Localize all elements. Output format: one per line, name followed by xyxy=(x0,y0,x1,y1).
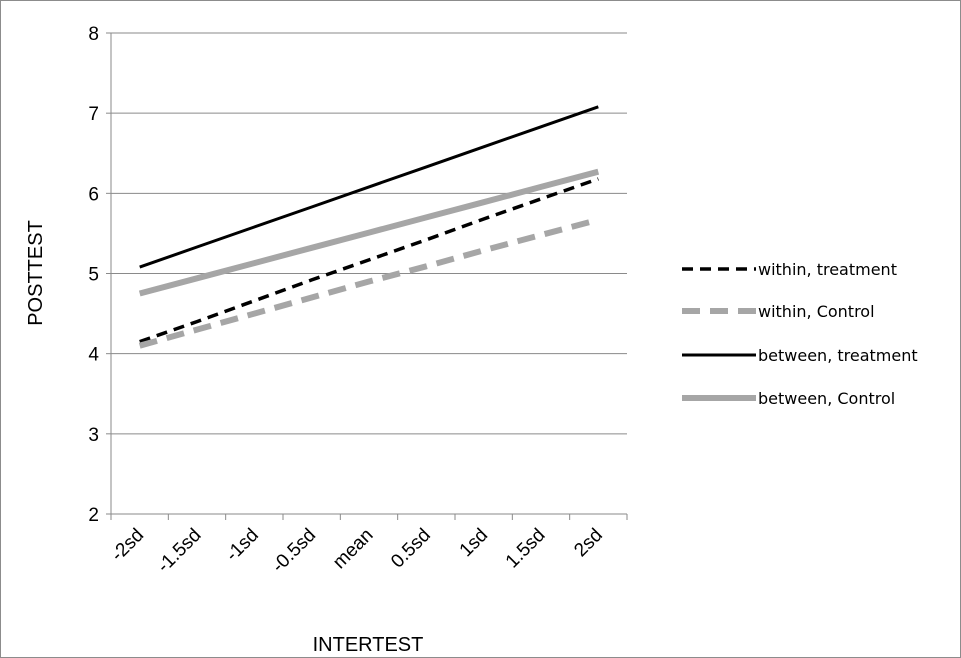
y-tick-label: 6 xyxy=(88,184,99,205)
x-tick-label: -2sd xyxy=(107,525,148,566)
y-axis-title: POSTTEST xyxy=(25,220,47,326)
series-line-between-treatment xyxy=(139,105,599,269)
y-tick-label: 8 xyxy=(88,24,99,45)
legend-label: between, treatment xyxy=(758,346,918,365)
x-tick-label: -0.5sd xyxy=(268,525,320,577)
y-tick-label: 2 xyxy=(88,505,99,526)
y-tick-label: 7 xyxy=(88,104,99,125)
y-tick-label: 3 xyxy=(88,425,99,446)
x-tick-label: mean xyxy=(329,525,377,573)
axes xyxy=(106,32,628,520)
x-axis-title: INTERTEST xyxy=(313,634,424,656)
x-tick-label: -1.5sd xyxy=(153,525,205,577)
legend-label: within, treatment xyxy=(758,260,897,279)
x-tick-label: 1.5sd xyxy=(502,525,550,573)
legend: within, treatment within, Control between,… xyxy=(682,260,918,408)
x-tick-label: 2sd xyxy=(570,525,607,562)
series-lines xyxy=(138,105,600,349)
y-tick-label: 4 xyxy=(88,345,99,366)
gridlines xyxy=(111,32,627,435)
x-tick-label: 1sd xyxy=(456,525,493,562)
x-tick-label: -1sd xyxy=(222,525,263,566)
legend-label: between, Control xyxy=(758,389,895,408)
legend-label: within, Control xyxy=(758,302,875,321)
series-line-within-control xyxy=(138,216,600,349)
y-tick-labels: 2 3 4 5 6 7 8 xyxy=(88,24,99,526)
series-line-within-treatment xyxy=(139,177,599,344)
x-tick-label: 0.5sd xyxy=(387,525,435,573)
y-tick-label: 5 xyxy=(88,265,99,286)
series-line-between-control xyxy=(138,168,600,297)
x-tick-labels: -2sd -1.5sd -1sd -0.5sd mean 0.5sd 1sd 1.5sd 2sd xyxy=(107,525,607,577)
